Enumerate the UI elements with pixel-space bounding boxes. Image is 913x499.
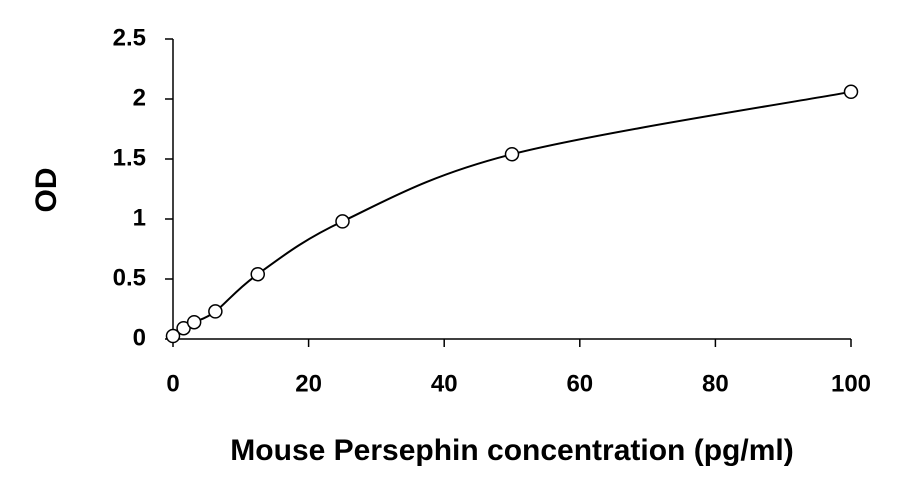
y-axis-title: OD <box>30 168 63 213</box>
y-tick-label: 1.5 <box>113 144 146 171</box>
x-axis-title: Mouse Persephin concentration (pg/ml) <box>230 434 793 467</box>
x-tick-label: 40 <box>431 370 458 397</box>
data-point <box>186 314 202 330</box>
data-point <box>165 328 181 344</box>
y-tick-label: 0.5 <box>113 264 146 291</box>
data-point <box>176 320 191 336</box>
data-point <box>335 214 350 229</box>
data-point <box>208 304 223 319</box>
x-tick-label: 0 <box>166 370 179 397</box>
x-tick-label: 60 <box>566 370 593 397</box>
x-tick-label: 100 <box>831 370 871 397</box>
x-tick-label: 20 <box>295 370 322 397</box>
y-tick-label: 2 <box>133 84 146 111</box>
y-tick-label: 0 <box>133 324 146 351</box>
data-point <box>250 266 265 282</box>
data-point <box>504 146 520 162</box>
y-tick-label: 1 <box>133 204 146 231</box>
y-tick-label: 2.5 <box>113 24 146 51</box>
x-tick-label: 80 <box>702 370 729 397</box>
data-point <box>843 84 859 100</box>
